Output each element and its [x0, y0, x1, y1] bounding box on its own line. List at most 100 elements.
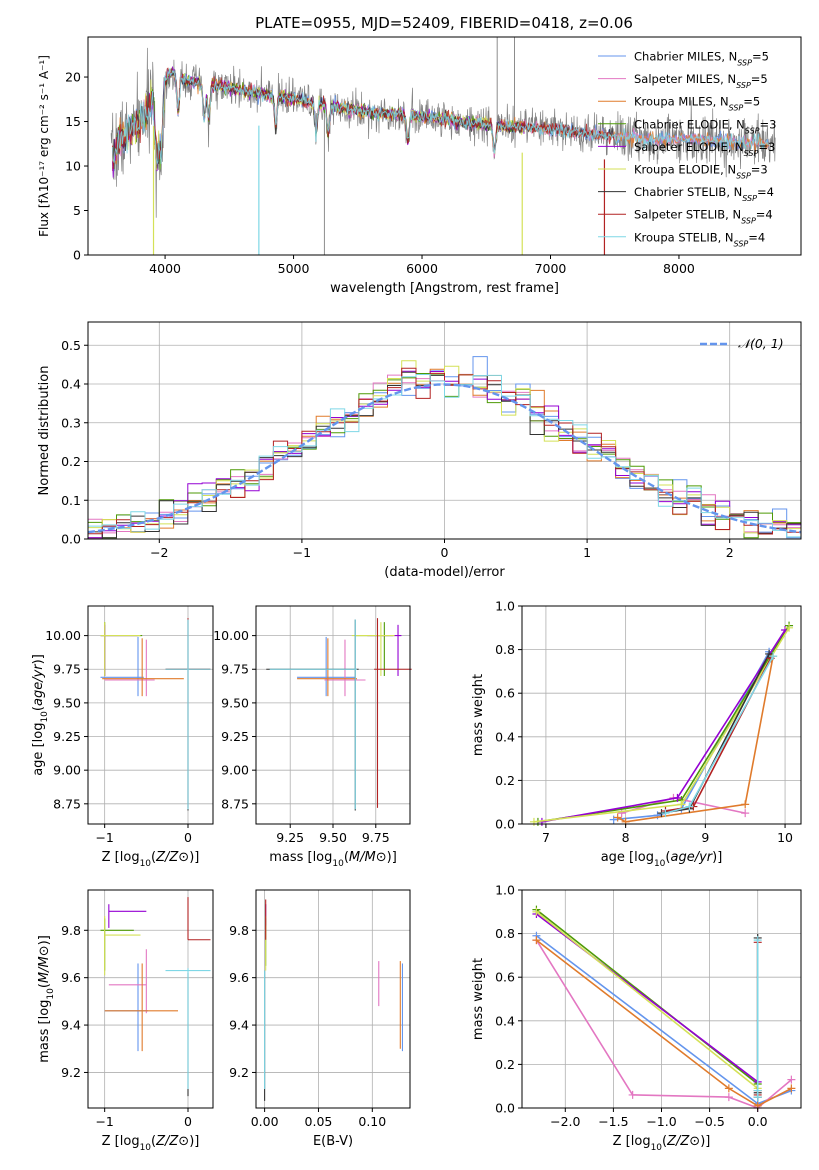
y-axis-label: mass weight [471, 958, 486, 1040]
errorbar-kroupa-stelib [269, 619, 357, 810]
x-axis-label: Z [log10(Z/Z⊙)] [102, 850, 200, 869]
x-tick-label: −1 [95, 830, 113, 845]
x-tick-label: 10 [777, 830, 793, 845]
y-tick-label: 9.50 [53, 695, 81, 710]
y-tick-label: 0.4 [495, 729, 515, 744]
axes-frame [87, 605, 214, 825]
y-tick-label: 9.2 [61, 1065, 81, 1080]
y-tick-label: 9.4 [61, 1018, 81, 1033]
y-tick-label: 15 [65, 114, 81, 129]
y-tick-label: 9.50 [221, 695, 249, 710]
data-point [685, 802, 694, 811]
y-tick-label: 10.00 [213, 628, 249, 643]
figure-title: PLATE=0955, MJD=52409, FIBERID=0418, z=0… [255, 14, 633, 32]
errorbar-salpeter-miles [324, 639, 366, 697]
errorbar-salpeter-stelib [187, 897, 211, 941]
y-tick-label: 0.0 [495, 817, 515, 832]
errorbar-chabrier-miles [100, 636, 144, 697]
data-point [741, 809, 750, 818]
data-point [661, 809, 670, 818]
axes-frame [521, 605, 802, 825]
x-tick-label: 5000 [278, 261, 310, 276]
x-axis-label: age [log10(age/yr)] [601, 850, 723, 869]
data-point [753, 936, 762, 945]
y-tick-label: 10 [65, 159, 81, 174]
plot-content [266, 618, 412, 811]
legend-label-kroupa-miles: Kroupa MILES, NSSP=5 [634, 95, 760, 113]
x-tick-label: 0.00 [251, 1114, 279, 1129]
y-axis-label: age [log10(age/yr)] [31, 654, 50, 776]
y-tick-label: 0.8 [495, 642, 515, 657]
y-tick-label: 9.8 [229, 923, 249, 938]
x-tick-label: −1.0 [646, 1114, 676, 1129]
plot-content [529, 621, 794, 826]
errorbar-kroupa-stelib [165, 619, 211, 810]
series-line [535, 908, 759, 1085]
y-axis-label: Flux [fλ10⁻¹⁷ erg cm⁻² s⁻¹ A⁻¹] [37, 55, 51, 237]
y-axis-label: mass weight [471, 674, 486, 756]
y-tick-label: 1.0 [495, 599, 515, 614]
y-tick-label: 0.5 [61, 338, 81, 353]
normal-reference-curve [87, 383, 802, 534]
data-point [628, 1090, 637, 1099]
x-tick-label: 4000 [149, 261, 181, 276]
y-tick-label: 9.2 [229, 1065, 249, 1080]
y-axis-label: Normed distribution [37, 366, 52, 496]
errorbar-kroupa-stelib [165, 968, 211, 1090]
legend-label-salpeter-elodie: Salpeter ELODIE, NSSP=3 [634, 140, 775, 158]
x-axis-label: (data-model)/error [384, 565, 505, 580]
x-axis-label: wavelength [Angstrom, rest frame] [330, 281, 559, 296]
x-tick-label: 0.05 [305, 1114, 333, 1129]
panel-mass-vs-EBV: 0.00 0.05 0.10 9.2 9.4 9.6 9.8 E(B-V) [229, 889, 411, 1149]
data-point [613, 813, 622, 822]
x-tick-label: 9.75 [362, 830, 390, 845]
plot-area [256, 890, 410, 1108]
y-tick-label: 0.0 [495, 1101, 515, 1116]
x-tick-label: 0.0 [748, 1114, 768, 1129]
y-tick-label: 0.2 [61, 454, 81, 469]
errorbar-salpeter-miles [104, 639, 155, 697]
legend-label-normal: 𝒩(0, 1) [738, 336, 784, 351]
x-axis-label: Z [log10(Z/Z⊙)] [102, 1134, 200, 1153]
plot-content [100, 618, 211, 811]
plot-area [88, 606, 213, 824]
plot-content [100, 897, 211, 1097]
panel-residuals: −2 −1 0 1 2 0.0 0.1 0.2 0.3 0.4 0.5 (data-model)/er… [37, 321, 802, 580]
data-point [677, 800, 686, 809]
errorbar-kroupa-elodie [100, 622, 141, 676]
panel-massweight-vs-Z: −2.0 −1.5 −1.0 −0.5 0.0 0.0 0.2 0.4 0.6 0.8 1.0 Z [… [471, 883, 802, 1153]
x-tick-label: 0 [184, 1114, 192, 1129]
x-tick-label: 8 [622, 830, 630, 845]
y-tick-label: 9.6 [229, 970, 249, 985]
x-tick-label: 9.25 [276, 830, 304, 845]
errorbar-salpeter-miles [108, 949, 147, 1014]
y-axis-label: mass [log10(M/M⊙)] [37, 935, 56, 1063]
series-kroupa-stelib [661, 652, 778, 818]
errorbar-kroupa-elodie [351, 622, 395, 676]
legend-label-salpeter-stelib: Salpeter STELIB, NSSP=4 [634, 208, 773, 226]
y-tick-label: 9.4 [229, 1018, 249, 1033]
data-point [785, 623, 794, 632]
data-point [673, 793, 682, 802]
data-point [724, 1093, 733, 1102]
y-tick-label: 9.75 [221, 662, 249, 677]
y-tick-label: 0.4 [495, 1013, 515, 1028]
y-tick-label: 9.00 [221, 763, 249, 778]
legend: Chabrier MILES, NSSP=5 Salpeter MILES, NS… [598, 50, 776, 248]
y-tick-label: 0.3 [61, 415, 81, 430]
x-tick-label: −0.5 [694, 1114, 724, 1129]
panel-mass-vs-Z: −1 0 9.2 9.4 9.6 9.8 Z [log10(Z/Z⊙)] mass [log1… [37, 889, 214, 1153]
x-tick-label: 2 [726, 545, 734, 560]
legend-label-chabrier-stelib: Chabrier STELIB, NSSP=4 [634, 185, 774, 203]
x-tick-label: 9.50 [319, 830, 347, 845]
x-axis-label: Z [log10(Z/Z⊙)] [613, 1134, 711, 1153]
plot-content [110, 37, 776, 255]
data-point [753, 1086, 762, 1095]
data-point [617, 809, 626, 818]
y-tick-label: 8.75 [221, 796, 249, 811]
y-tick-label: 9.75 [53, 662, 81, 677]
errorbar-chabrier-miles [297, 636, 356, 697]
y-tick-label: 0.2 [495, 773, 515, 788]
x-tick-label: −1 [293, 545, 311, 560]
y-tick-label: 9.25 [53, 729, 81, 744]
